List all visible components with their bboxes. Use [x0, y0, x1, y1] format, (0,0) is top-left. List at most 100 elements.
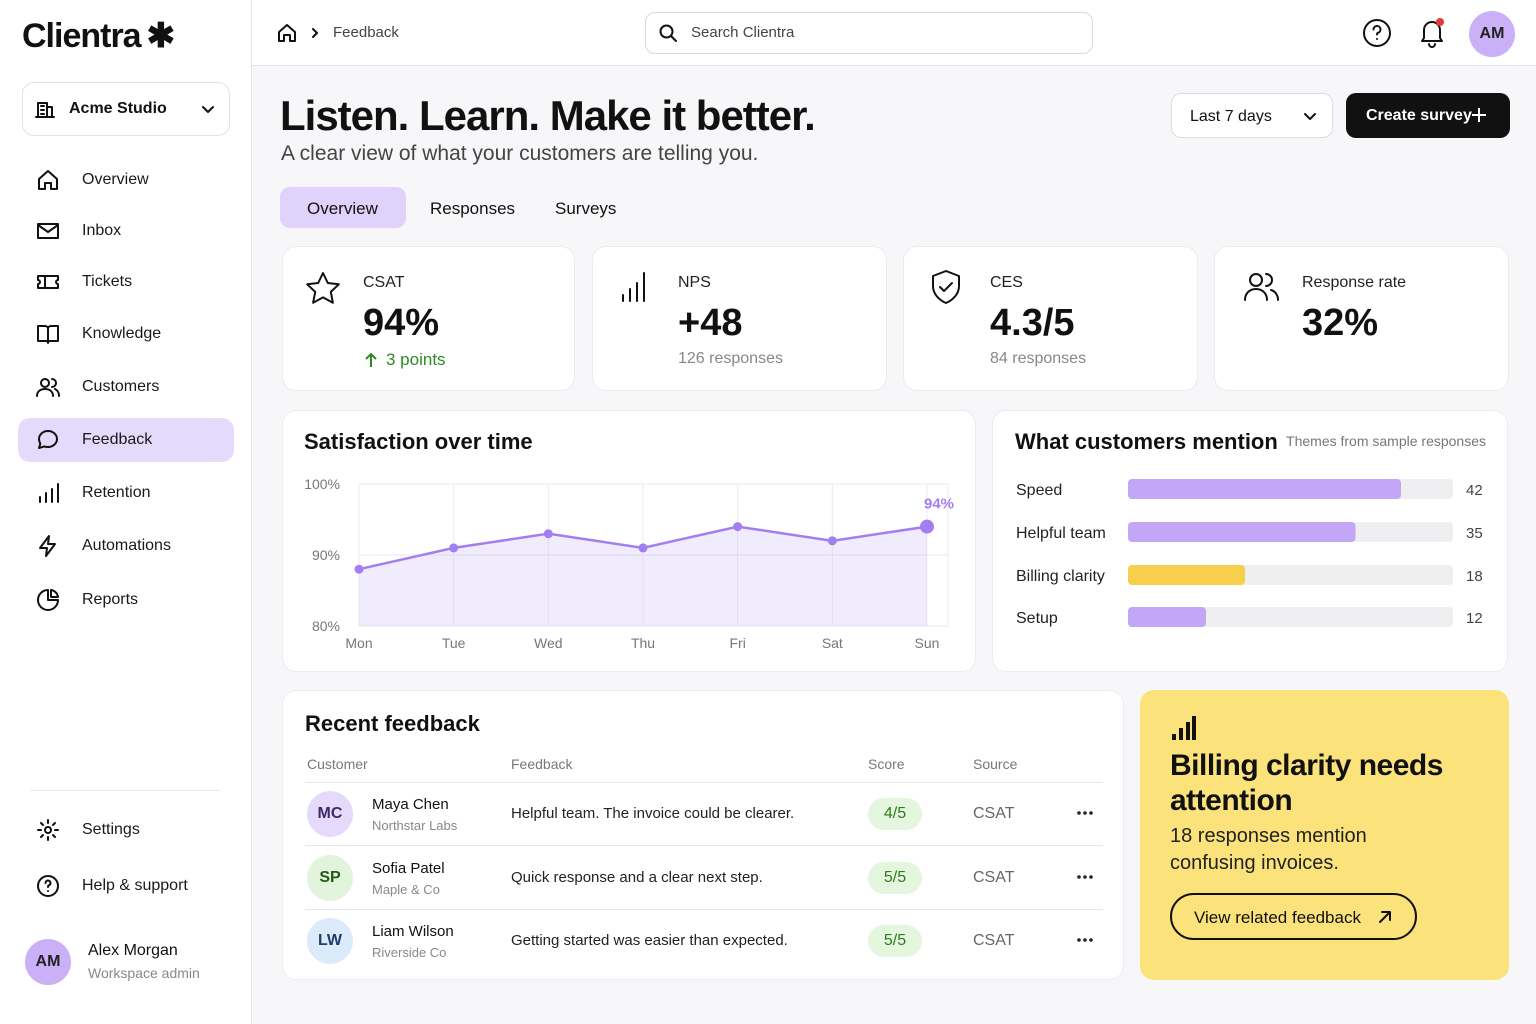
- nav-label: Reports: [82, 591, 139, 608]
- plus-icon: [1472, 108, 1486, 122]
- icon-path: [39, 535, 56, 557]
- chevron: [1304, 113, 1316, 120]
- date-range-label: Last 7 days: [1190, 108, 1272, 125]
- kpi-label: CSAT: [363, 274, 405, 291]
- brand-mark: ✱: [146, 17, 175, 55]
- tab[interactable]: Overview: [307, 199, 378, 218]
- dot: [1089, 811, 1093, 815]
- nav-icon: [37, 325, 59, 344]
- search-box[interactable]: Search Clientra: [645, 12, 1093, 54]
- nav-icon: [39, 535, 56, 557]
- nav-item[interactable]: Automations: [18, 524, 234, 568]
- column-header: Source: [973, 756, 1018, 772]
- kpi-label: Response rate: [1302, 274, 1407, 291]
- workspace-switcher[interactable]: Acme Studio: [22, 82, 230, 136]
- kpi-note: 84 responses: [990, 350, 1087, 367]
- home-icon[interactable]: [276, 22, 298, 44]
- breadcrumb[interactable]: Feedback: [333, 24, 399, 41]
- user-avatar[interactable]: AM: [25, 939, 71, 985]
- nav-item[interactable]: Tickets: [18, 260, 234, 304]
- kpi-icon: [1244, 273, 1279, 301]
- brand-name: Clientra: [22, 17, 142, 55]
- kpi-value: 4.3/5: [990, 302, 1075, 344]
- nav-label: Automations: [82, 537, 171, 554]
- more-menu[interactable]: [1076, 873, 1094, 881]
- nav-icon: [38, 430, 58, 449]
- page-title: Listen. Learn. Make it better.: [280, 92, 816, 139]
- tab[interactable]: Surveys: [555, 199, 617, 218]
- source: CSAT: [973, 805, 1015, 822]
- divider: [305, 845, 1103, 846]
- column-header: Score: [868, 756, 905, 772]
- page-subtitle: A clear view of what your customers are …: [281, 142, 759, 165]
- notifications-icon[interactable]: [1417, 16, 1447, 48]
- dot: [1083, 811, 1087, 815]
- nav-label: Retention: [82, 484, 151, 501]
- arrow-icon: [1379, 911, 1391, 923]
- user-role: Workspace admin: [88, 965, 200, 981]
- nav-item[interactable]: Retention: [18, 471, 234, 515]
- nav-item[interactable]: Knowledge: [18, 312, 234, 356]
- source: CSAT: [973, 932, 1015, 949]
- column-header: Customer: [307, 756, 368, 772]
- topbar: Feedback Search Clientra AM: [252, 0, 1536, 66]
- dot: [1089, 938, 1093, 942]
- help-icon[interactable]: [1362, 18, 1392, 48]
- button-label: View related feedback: [1194, 908, 1361, 927]
- feedback-text: Helpful team. The invoice could be clear…: [511, 805, 795, 822]
- more-menu[interactable]: [1076, 809, 1094, 817]
- dot: [1077, 938, 1081, 942]
- score-pill: 5/5: [868, 861, 922, 894]
- nav-label: Feedback: [82, 431, 153, 448]
- callout-button[interactable]: View related feedback: [1170, 893, 1417, 940]
- sidebar: Clientra ✱ Acme Studio Settings Help & su…: [0, 0, 252, 1024]
- nav-icon: [37, 223, 59, 239]
- workspace-name: Acme Studio: [69, 100, 167, 117]
- more-menu[interactable]: [1076, 936, 1094, 944]
- nav-label: Settings: [82, 821, 140, 838]
- customer-company: Maple & Co: [372, 881, 440, 897]
- customer-company: Riverside Co: [372, 945, 447, 960]
- nav-label: Overview: [82, 171, 149, 188]
- nav-item[interactable]: Inbox: [18, 209, 234, 253]
- icon-path: [38, 430, 58, 449]
- nav-label: Customers: [82, 378, 160, 395]
- dot: [1083, 938, 1087, 942]
- header-avatar[interactable]: AM: [1469, 11, 1515, 57]
- customer-avatar: MC: [307, 791, 353, 837]
- score-pill: 4/5: [868, 798, 922, 830]
- column-header: Feedback: [511, 756, 573, 772]
- customer-company: Northstar Labs: [372, 818, 458, 833]
- dot: [1089, 874, 1093, 879]
- divider: [30, 790, 220, 791]
- callout-text: 18 responses mention confusing invoices.: [1170, 825, 1367, 874]
- callout-title: Billing clarity needs attention: [1170, 749, 1443, 817]
- divider: [305, 782, 1103, 783]
- source: CSAT: [973, 868, 1015, 886]
- user-name: Alex Morgan: [88, 942, 178, 959]
- nav-item[interactable]: Customers: [18, 365, 234, 409]
- kpi-value: +48: [678, 302, 743, 344]
- create-survey-button[interactable]: Create survey: [1346, 93, 1510, 138]
- icon-path: [39, 483, 59, 503]
- nav-icon: [38, 170, 58, 190]
- nav-icon: [37, 819, 59, 841]
- kpi-icon: [622, 272, 645, 302]
- chevron: [202, 106, 214, 113]
- tab[interactable]: Responses: [430, 199, 516, 218]
- icon-path: [38, 170, 58, 190]
- feedback-text: Getting started was easier than expected…: [511, 932, 788, 949]
- customer-avatar: LW: [307, 918, 353, 964]
- search-icon: [659, 24, 677, 42]
- nav-item[interactable]: Settings: [18, 808, 234, 852]
- dot: [1077, 874, 1081, 879]
- nav-icon: [37, 875, 59, 897]
- nav-item[interactable]: Overview: [18, 158, 234, 202]
- nav-item[interactable]: Help & support: [18, 864, 234, 908]
- nav-icon: [39, 483, 59, 503]
- nav-item[interactable]: Feedback: [18, 418, 234, 462]
- date-range[interactable]: Last 7 days: [1171, 93, 1333, 138]
- dot: [1083, 874, 1087, 879]
- kpi-delta: 3 points: [386, 350, 446, 369]
- nav-item[interactable]: Reports: [18, 578, 234, 622]
